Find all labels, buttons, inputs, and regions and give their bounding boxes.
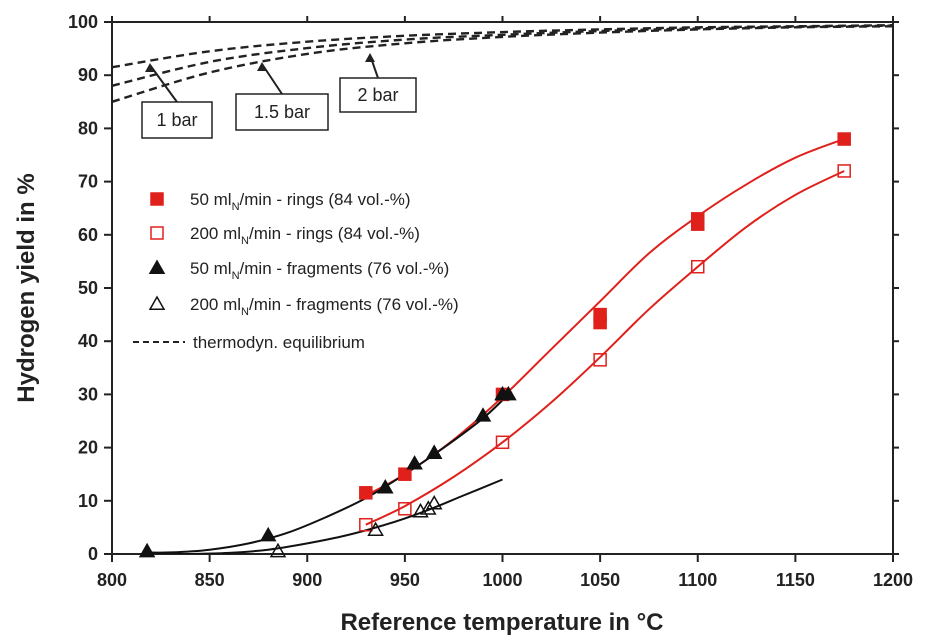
data-point-series-1 bbox=[359, 486, 373, 500]
legend-label-subscript: N bbox=[241, 235, 249, 247]
axis-ticks: 800 850 900 950 1000 1050 1100 1150 1200 0 10 20 30 4… bbox=[68, 12, 913, 590]
plot-frame bbox=[111, 21, 894, 555]
fit-curve-series-2 bbox=[365, 170, 845, 526]
equilibrium-curve-3 bbox=[112, 25, 893, 103]
data-markers bbox=[138, 132, 851, 558]
callout-box bbox=[141, 101, 213, 139]
pressure-callouts: 1 bar 1.5 bar 2 bar bbox=[141, 53, 417, 139]
legend-label: 50 mlN/min - fragments (76 vol.-%) bbox=[190, 259, 449, 282]
y-tick-label: 30 bbox=[78, 384, 98, 404]
legend-label-rest: /min - rings (84 vol.-%) bbox=[240, 190, 411, 209]
y-tick-label: 0 bbox=[88, 544, 98, 564]
data-point-series-2 bbox=[837, 164, 851, 178]
legend-label-main: 50 ml bbox=[190, 190, 232, 209]
y-tick-label: 80 bbox=[78, 118, 98, 138]
x-tick-label: 1100 bbox=[678, 570, 717, 590]
y-tick-label: 70 bbox=[78, 172, 98, 192]
data-point-series-3 bbox=[259, 526, 277, 542]
callout-arrowhead bbox=[257, 62, 267, 71]
x-tick-label: 1050 bbox=[580, 570, 620, 590]
legend-swatch-series-4 bbox=[148, 295, 166, 311]
data-point-series-4 bbox=[425, 494, 443, 510]
legend-label-subscript: N bbox=[241, 306, 249, 318]
data-point-series-3 bbox=[474, 407, 492, 422]
y-tick-label: 40 bbox=[78, 331, 98, 351]
legend-label: thermodyn. equilibrium bbox=[193, 333, 365, 352]
data-point-series-3 bbox=[500, 385, 517, 401]
x-tick-label: 1150 bbox=[776, 570, 815, 590]
data-point-series-4 bbox=[420, 500, 437, 515]
fit-curve-series-3 bbox=[147, 393, 510, 554]
legend-label-main: 200 ml bbox=[190, 295, 241, 314]
callout-box bbox=[235, 93, 329, 131]
x-axis-title: Reference temperature in °C bbox=[340, 609, 663, 636]
data-point-series-2 bbox=[593, 353, 607, 367]
fit-curve-series-4 bbox=[147, 478, 503, 554]
legend-label-rest: /min - fragments (76 vol.-%) bbox=[240, 259, 450, 278]
x-tick-label: 800 bbox=[97, 570, 127, 590]
y-tick-label: 50 bbox=[78, 278, 98, 298]
data-point-series-3 bbox=[377, 478, 394, 494]
x-tick-label: 900 bbox=[292, 570, 322, 590]
fit-curves bbox=[112, 24, 893, 554]
legend-label: 50 mlN/min - rings (84 vol.-%) bbox=[190, 190, 411, 213]
x-tick-label: 850 bbox=[195, 570, 225, 590]
data-point-series-2 bbox=[359, 517, 373, 532]
y-tick-label: 100 bbox=[68, 12, 98, 32]
callout-box bbox=[339, 77, 417, 113]
data-point-series-4 bbox=[269, 542, 287, 558]
callout-arrowhead bbox=[145, 63, 155, 72]
callout-arrowhead bbox=[365, 53, 375, 62]
legend-label-subscript: N bbox=[232, 270, 240, 282]
legend-swatch-series-1 bbox=[150, 192, 164, 206]
legend: 50 mlN/min - rings (84 vol.-%)200 mlN/mi… bbox=[133, 190, 459, 352]
callout-label: 1.5 bar bbox=[254, 102, 310, 122]
data-point-series-3 bbox=[425, 444, 443, 459]
callout-label: 1 bar bbox=[156, 110, 197, 130]
y-tick-label: 20 bbox=[78, 438, 98, 458]
y-tick-label: 60 bbox=[78, 225, 98, 245]
data-point-series-1 bbox=[691, 212, 705, 226]
data-point-series-4 bbox=[367, 521, 384, 537]
data-point-series-3 bbox=[406, 455, 423, 470]
legend-label-rest: /min - fragments (76 vol.-%) bbox=[249, 295, 459, 314]
callout-label: 2 bar bbox=[357, 85, 398, 105]
x-tick-label: 1000 bbox=[482, 570, 522, 590]
data-point-series-3 bbox=[138, 542, 156, 558]
equilibrium-curve-2 bbox=[112, 24, 893, 87]
data-point-series-1 bbox=[398, 467, 412, 481]
legend-label-main: 50 ml bbox=[190, 259, 232, 278]
data-point-series-2 bbox=[495, 435, 510, 450]
legend-label: 200 mlN/min - fragments (76 vol.-%) bbox=[190, 295, 459, 318]
data-point-series-1 bbox=[837, 132, 851, 146]
legend-label-rest: /min - rings (84 vol.-%) bbox=[249, 224, 420, 243]
y-tick-label: 90 bbox=[78, 65, 98, 85]
legend-label-main: 200 ml bbox=[190, 224, 241, 243]
x-tick-label: 950 bbox=[390, 570, 420, 590]
equilibrium-curve-1 bbox=[112, 24, 893, 69]
y-axis-title: Hydrogen yield in % bbox=[13, 173, 40, 402]
legend-label: 200 mlN/min - rings (84 vol.-%) bbox=[190, 224, 420, 247]
data-point-series-2 bbox=[691, 259, 705, 274]
data-point-series-2 bbox=[398, 502, 412, 516]
legend-swatch-series-3 bbox=[148, 259, 166, 275]
legend-swatch-series-2 bbox=[150, 226, 164, 240]
legend-label-subscript: N bbox=[232, 201, 240, 213]
y-tick-label: 10 bbox=[78, 491, 98, 511]
data-point-series-1 bbox=[593, 307, 607, 322]
x-tick-label: 1200 bbox=[873, 570, 913, 590]
